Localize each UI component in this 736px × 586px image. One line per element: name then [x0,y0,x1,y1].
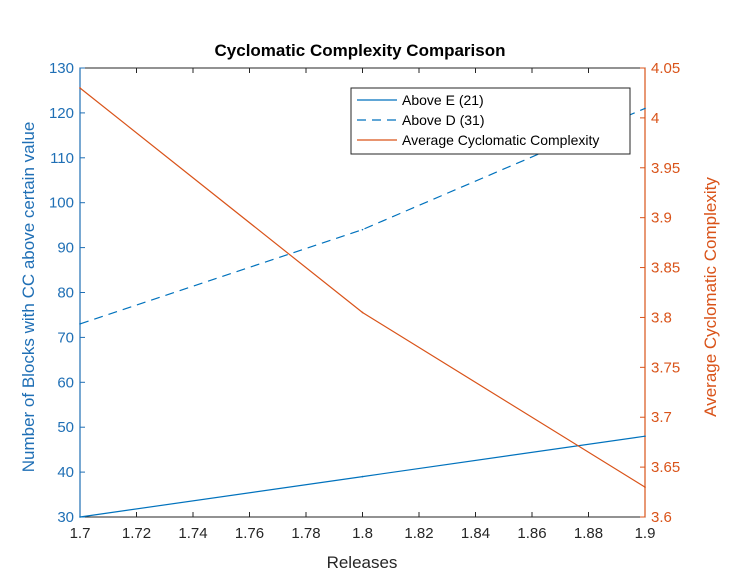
legend-label-average-cc: Average Cyclomatic Complexity [402,132,599,148]
left-y-tick-label: 100 [49,195,74,212]
series-2-point [79,87,81,89]
series-0-point [79,516,81,518]
left-y-tick-label: 110 [50,150,74,167]
x-tick-label: 1.9 [635,525,656,542]
right-y-tick-label: 3.65 [651,459,680,476]
x-tick-label: 1.72 [122,525,151,542]
right-y-tick-label: 3.7 [651,409,672,426]
x-tick-label: 1.7 [70,525,91,542]
x-tick-label: 1.74 [178,525,207,542]
left-y-axis-label: Number of Blocks with CC above certain v… [19,122,38,473]
left-y-tick-label: 130 [49,60,74,77]
left-y-tick-label: 80 [57,285,74,302]
left-y-tick-label: 30 [57,509,74,526]
left-y-tick-label: 60 [57,374,74,391]
x-tick-label: 1.86 [517,525,546,542]
x-tick-label: 1.88 [574,525,603,542]
series-2-point [644,486,646,488]
legend-label-above-d: Above D (31) [402,112,484,128]
left-y-tick-label: 120 [49,105,74,122]
right-y-axis: 3.6 3.65 3.7 3.75 3.8 3.85 3.9 3.95 4 4.05 [640,60,680,526]
series-0-point [361,475,364,478]
x-tick-label: 1.8 [352,525,373,542]
right-y-tick-label: 3.6 [651,509,672,526]
right-y-tick-label: 3.85 [651,260,680,277]
legend-box [350,87,631,155]
right-y-tick-label: 3.75 [651,359,680,376]
legend: Above E (21) Above D (31) Average Cyclom… [350,87,631,155]
chart-title: Cyclomatic Complexity Comparison [215,41,506,60]
x-axis-label: Releases [327,553,398,572]
left-y-tick-label: 50 [57,419,74,436]
right-y-axis-label: Average Cyclomatic Complexity [701,177,720,417]
x-axis: 1.7 1.72 1.74 1.76 1.78 1.8 1.82 1.84 1.86 1.88 1.… [70,68,656,542]
legend-label-above-e: Above E (21) [402,92,484,108]
right-y-tick-label: 3.8 [651,309,672,326]
right-y-tick-label: 3.95 [651,160,680,177]
left-y-tick-label: 40 [57,464,74,481]
x-tick-label: 1.82 [404,525,433,542]
series-1-point [79,323,81,325]
x-tick-label: 1.76 [235,525,264,542]
series-1-point [644,107,646,110]
x-tick-label: 1.78 [291,525,320,542]
series-1-point [361,228,364,231]
left-y-axis: 30 40 50 60 70 80 90 100 110 120 130 [49,60,85,526]
x-tick-label: 1.84 [461,525,490,542]
left-y-tick-label: 90 [57,240,74,257]
series-2-point [361,311,364,314]
right-y-tick-label: 4 [651,110,659,127]
right-y-tick-label: 3.9 [651,210,672,227]
right-y-tick-label: 4.05 [651,60,680,77]
left-y-tick-label: 70 [57,329,74,346]
series-0-point [644,435,646,437]
